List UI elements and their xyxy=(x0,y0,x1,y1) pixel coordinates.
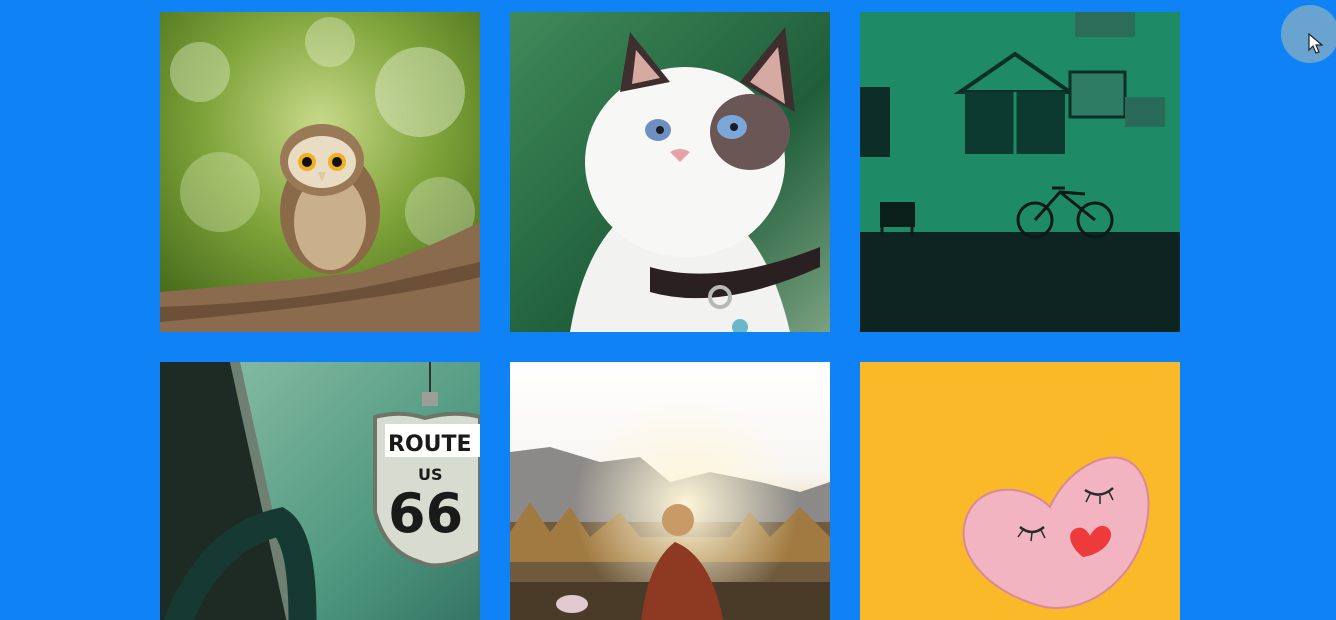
route-66-photo: ROUTE US 66 xyxy=(160,362,480,620)
gallery-image-route-66[interactable]: ROUTE US 66 xyxy=(160,362,480,620)
sunset-hiker-photo xyxy=(510,362,830,620)
gallery-image-sunset-hiker[interactable] xyxy=(510,362,830,620)
gallery-image-heart-pillow[interactable] xyxy=(860,362,1180,620)
heart-pillow-photo xyxy=(860,362,1180,620)
route-66-sign-word: ROUTE xyxy=(388,432,472,457)
mouse-pointer-icon xyxy=(1308,33,1324,54)
route-66-sign-us: US xyxy=(418,465,443,484)
owl-photo xyxy=(160,12,480,332)
cat-photo xyxy=(510,12,830,332)
route-66-sign-number: 66 xyxy=(388,482,463,545)
image-gallery: ROUTE US 66 xyxy=(160,12,1180,620)
gallery-image-green-building[interactable] xyxy=(860,12,1180,332)
gallery-image-cat[interactable] xyxy=(510,12,830,332)
gallery-image-owl[interactable] xyxy=(160,12,480,332)
green-building-photo xyxy=(860,12,1180,332)
